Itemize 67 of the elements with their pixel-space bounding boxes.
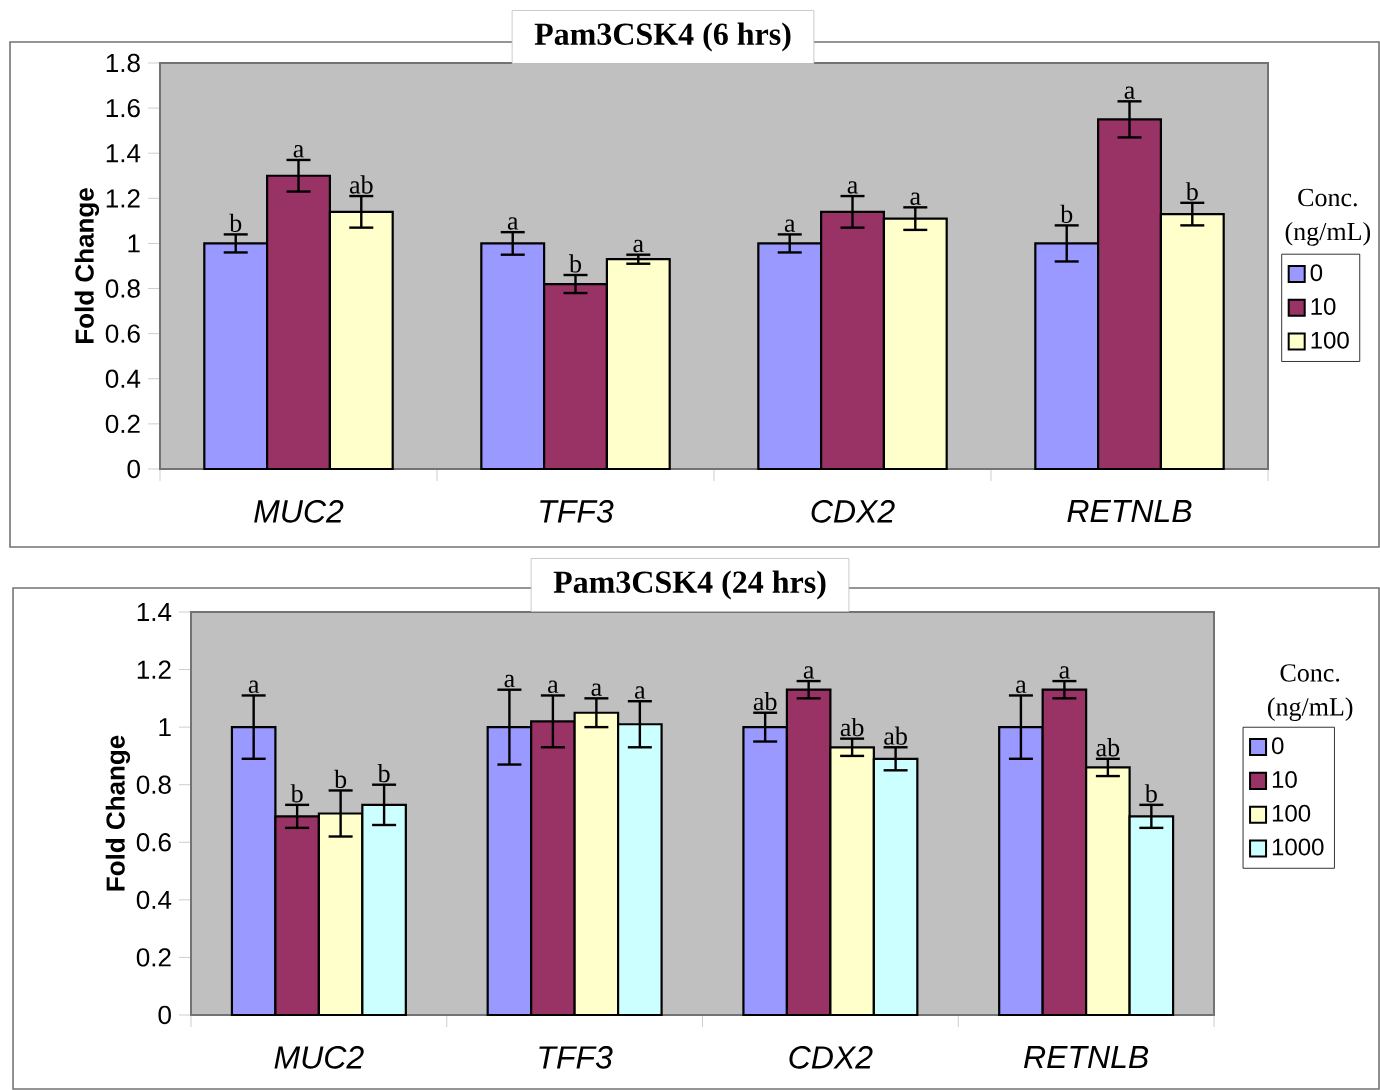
x-tick-label: CDX2 [811,500,895,523]
data-label: a [1016,680,1027,694]
data-label: ab [840,717,864,737]
data-label: a [548,680,559,694]
y-tick-label: 1.2 [106,189,140,208]
legend-label: 0 [1272,737,1284,755]
y-tick-label: 1.8 [106,53,140,73]
legend-label: 1000 [1272,838,1324,856]
data-label: a [634,686,646,699]
legend-title: Conc. (ng/mL) [1285,188,1371,246]
y-tick-label: 0.6 [136,833,171,852]
data-label: b [1144,784,1157,803]
legend-title: Conc. (ng/mL) [1267,664,1353,721]
data-label: a [591,683,602,696]
data-label: ab [884,726,907,745]
legend-label: 100 [1272,804,1311,822]
x-tick-label: RETNLB [1023,1046,1149,1069]
data-label: b [569,254,582,273]
y-axis-title: Fold Change [105,735,131,891]
x-tick-label: TFF3 [539,1046,613,1069]
y-tick-label: 1.4 [137,603,172,621]
data-label: b [229,213,242,232]
legend-label: 10 [1272,771,1297,788]
data-label: a [293,145,304,158]
chart-title: Pam3CSK4 (24 hrs) [553,570,826,600]
data-label: ab [753,692,777,711]
y-tick-label: 0.2 [136,948,171,967]
data-label: a [248,680,260,694]
y-tick-label: 0 [127,459,140,479]
y-tick-label: 1.6 [106,98,140,118]
data-label: a [803,666,815,679]
data-label: b [377,764,390,783]
chart-title: Pam3CSK4 (6 hrs) [534,22,791,52]
y-axis-title: Fold Change [74,188,100,343]
x-tick-label: TFF3 [540,500,614,523]
legend-label: 100 [1311,331,1349,349]
y-tick-label: 1.2 [137,660,171,679]
x-tick-label: MUC2 [254,500,344,523]
data-label: b [1060,204,1073,223]
data-label: a [1059,666,1070,679]
data-label: a [784,219,796,232]
legend-label: 0 [1310,264,1323,282]
x-tick-label: MUC2 [274,1046,364,1069]
data-label: a [504,674,515,688]
y-tick-label: 0 [158,1005,171,1025]
data-label: a [1124,86,1135,99]
legend-label: 10 [1311,297,1336,315]
data-label: b [334,769,347,789]
data-label: a [847,181,858,194]
data-label: b [290,784,303,803]
data-label: a [633,239,644,253]
y-tick-label: 1 [128,234,140,253]
data-label: ab [1096,738,1120,757]
y-tick-label: 1.4 [106,144,141,163]
y-tick-label: 0.4 [105,369,141,388]
data-label: a [910,192,921,205]
y-tick-label: 0.8 [105,279,140,298]
y-tick-label: 0.6 [105,324,140,343]
y-tick-label: 1 [159,718,171,737]
data-label: b [1185,182,1198,201]
data-label: ab [349,175,373,194]
x-tick-label: CDX2 [789,1046,873,1069]
y-tick-label: 0.8 [136,775,171,794]
y-tick-label: 0.4 [136,890,172,910]
data-label: a [507,217,519,230]
x-tick-label: RETNLB [1067,500,1192,523]
y-tick-label: 0.2 [105,414,140,434]
